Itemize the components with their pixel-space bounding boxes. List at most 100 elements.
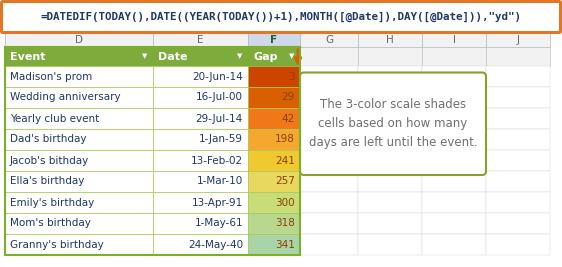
Text: 16-Jul-00: 16-Jul-00 <box>196 92 243 103</box>
Bar <box>5 234 153 255</box>
Bar <box>422 234 486 255</box>
Text: Emily's birthday: Emily's birthday <box>10 198 94 207</box>
Bar <box>486 171 550 192</box>
Bar <box>422 192 486 213</box>
Text: 341: 341 <box>275 239 295 249</box>
Bar <box>248 150 300 171</box>
Bar <box>486 33 550 47</box>
Bar <box>248 213 300 234</box>
Text: 13-Feb-02: 13-Feb-02 <box>191 155 243 166</box>
Bar <box>422 171 486 192</box>
Bar <box>153 47 248 66</box>
Bar <box>358 129 422 150</box>
Bar <box>248 171 300 192</box>
Bar <box>358 33 422 47</box>
Text: G: G <box>325 35 333 45</box>
Text: I: I <box>452 35 455 45</box>
Text: 241: 241 <box>275 155 295 166</box>
Bar <box>486 66 550 87</box>
Text: 42: 42 <box>282 113 295 124</box>
Text: 29: 29 <box>282 92 295 103</box>
Bar <box>300 213 358 234</box>
Text: D: D <box>75 35 83 45</box>
Bar <box>5 192 153 213</box>
Bar <box>422 87 486 108</box>
Text: Ella's birthday: Ella's birthday <box>10 176 84 187</box>
Bar <box>5 150 153 171</box>
Bar <box>248 129 300 150</box>
Bar <box>248 192 300 213</box>
Bar <box>153 66 248 87</box>
Text: Mom's birthday: Mom's birthday <box>10 218 91 229</box>
Bar <box>153 87 248 108</box>
Bar <box>300 192 358 213</box>
Bar <box>153 171 248 192</box>
Bar <box>422 66 486 87</box>
Bar <box>153 192 248 213</box>
Bar <box>300 108 358 129</box>
Text: 318: 318 <box>275 218 295 229</box>
FancyBboxPatch shape <box>2 2 560 33</box>
Bar <box>358 213 422 234</box>
Bar <box>358 108 422 129</box>
Text: H: H <box>386 35 394 45</box>
Bar <box>300 47 358 66</box>
Bar <box>5 47 153 66</box>
Bar <box>300 171 358 192</box>
FancyBboxPatch shape <box>300 73 486 175</box>
Text: Dad's birthday: Dad's birthday <box>10 135 87 144</box>
Bar <box>486 150 550 171</box>
Bar <box>300 33 358 47</box>
Bar <box>5 66 153 87</box>
Bar <box>153 234 248 255</box>
Text: 24-May-40: 24-May-40 <box>188 239 243 249</box>
Text: ▼: ▼ <box>237 53 243 60</box>
Bar <box>358 171 422 192</box>
Bar <box>486 129 550 150</box>
Bar <box>248 66 300 87</box>
Bar <box>300 87 358 108</box>
Bar <box>248 33 300 47</box>
Bar <box>358 150 422 171</box>
Bar <box>300 129 358 150</box>
Text: 3: 3 <box>288 72 295 81</box>
Text: 198: 198 <box>275 135 295 144</box>
Text: 300: 300 <box>275 198 295 207</box>
Bar <box>5 108 153 129</box>
Bar <box>422 47 486 66</box>
Bar <box>248 47 300 66</box>
Text: Yearly club event: Yearly club event <box>10 113 99 124</box>
Text: ▼: ▼ <box>289 53 294 60</box>
Text: =DATEDIF(TODAY(),DATE((YEAR(TODAY())+1),MONTH([@Date]),DAY([@Date])),"yd"): =DATEDIF(TODAY(),DATE((YEAR(TODAY())+1),… <box>40 12 522 22</box>
Bar <box>248 234 300 255</box>
Text: Jacob's bithday: Jacob's bithday <box>10 155 89 166</box>
Bar <box>486 192 550 213</box>
Bar <box>153 213 248 234</box>
Text: 1-Mar-10: 1-Mar-10 <box>197 176 243 187</box>
Text: The 3-color scale shades
cells based on how many
days are left until the event.: The 3-color scale shades cells based on … <box>309 98 477 149</box>
Bar <box>5 87 153 108</box>
Text: Gap: Gap <box>253 52 278 61</box>
Bar <box>358 234 422 255</box>
Bar <box>5 213 153 234</box>
Bar <box>358 47 422 66</box>
Bar <box>5 129 153 150</box>
Text: F: F <box>270 35 278 45</box>
Text: E: E <box>197 35 204 45</box>
Text: 1-Jan-59: 1-Jan-59 <box>199 135 243 144</box>
Text: J: J <box>516 35 519 45</box>
Bar <box>5 33 153 47</box>
Bar <box>486 108 550 129</box>
Bar <box>153 150 248 171</box>
Bar <box>248 87 300 108</box>
Bar <box>486 234 550 255</box>
Text: Wedding anniversary: Wedding anniversary <box>10 92 121 103</box>
Text: 20-Jun-14: 20-Jun-14 <box>192 72 243 81</box>
Bar <box>300 234 358 255</box>
Bar <box>486 87 550 108</box>
Bar <box>5 47 300 255</box>
Text: Date: Date <box>158 52 188 61</box>
Text: 257: 257 <box>275 176 295 187</box>
Bar <box>422 33 486 47</box>
Bar <box>153 108 248 129</box>
